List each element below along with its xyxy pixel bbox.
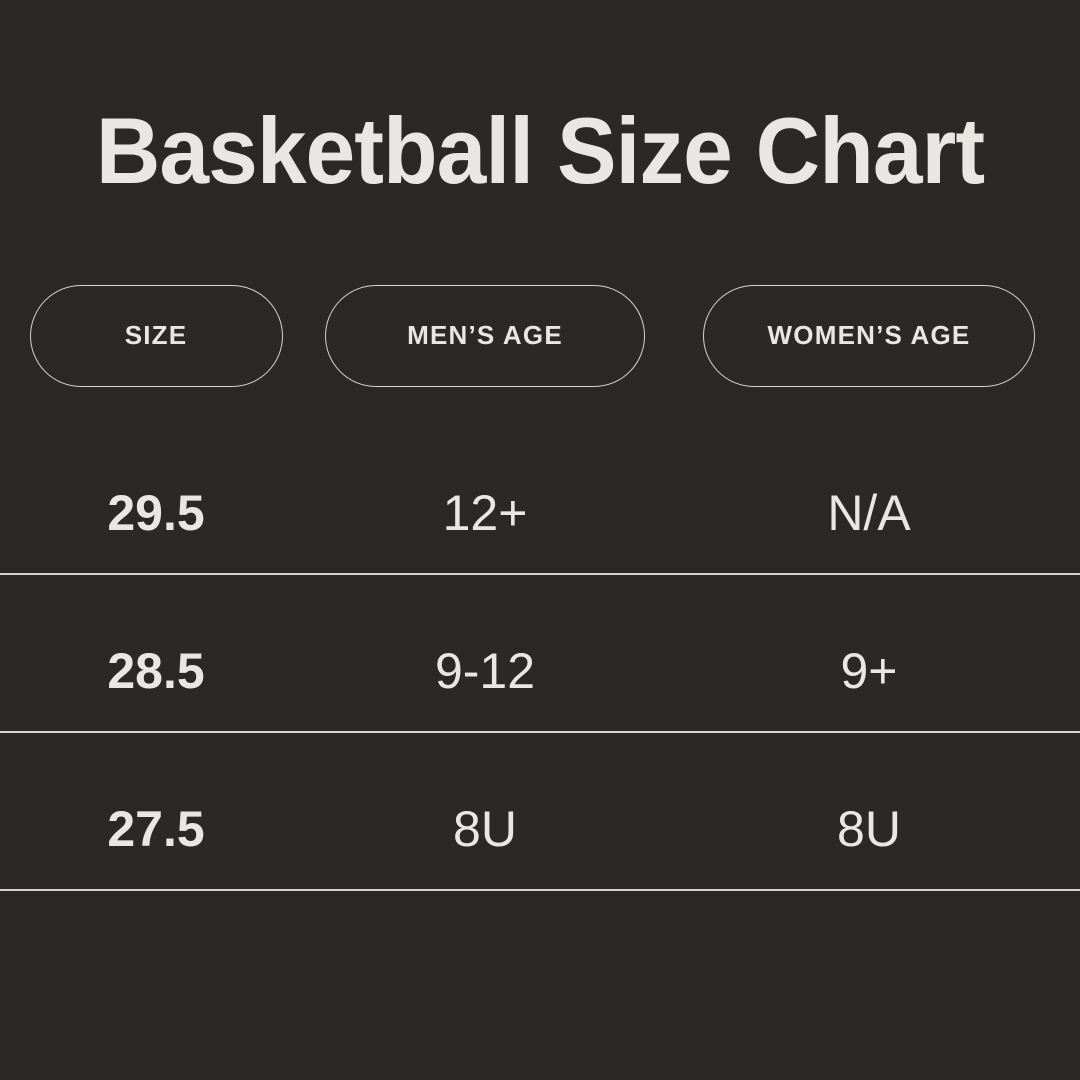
mens-age-cell: 12+	[442, 485, 528, 541]
column-label-size: SIZE	[124, 320, 188, 350]
womens-age-cell: 8U	[837, 801, 901, 857]
header-cell-mens-age: MEN’S AGE	[312, 284, 658, 387]
table-row: 27.5 8U 8U	[0, 733, 1080, 891]
size-cell: 29.5	[107, 485, 205, 541]
header-cell-size: SIZE	[0, 284, 312, 387]
table-header-row: SIZE MEN’S AGE WOMEN’S AGE	[0, 284, 1080, 387]
table-row: 28.5 9-12 9+	[0, 575, 1080, 733]
womens-age-cell: N/A	[827, 485, 911, 541]
size-cell: 28.5	[107, 643, 205, 699]
womens-age-cell: 9+	[840, 643, 898, 699]
column-pill-mens-age: MEN’S AGE	[325, 284, 645, 387]
size-table: 29.5 12+ N/A 28.5 9-12 9+ 27.5 8U 8U	[0, 417, 1080, 891]
column-label-mens-age: MEN’S AGE	[407, 320, 563, 350]
header-cell-womens-age: WOMEN’S AGE	[658, 284, 1080, 387]
mens-age-cell: 9-12	[434, 643, 536, 699]
column-label-womens-age: WOMEN’S AGE	[767, 320, 971, 350]
size-cell: 27.5	[107, 801, 205, 857]
column-pill-size: SIZE	[29, 284, 283, 387]
table-row: 29.5 12+ N/A	[0, 417, 1080, 575]
page-title: Basketball Size Chart	[95, 98, 985, 203]
column-pill-womens-age: WOMEN’S AGE	[703, 284, 1035, 387]
mens-age-cell: 8U	[453, 801, 517, 857]
